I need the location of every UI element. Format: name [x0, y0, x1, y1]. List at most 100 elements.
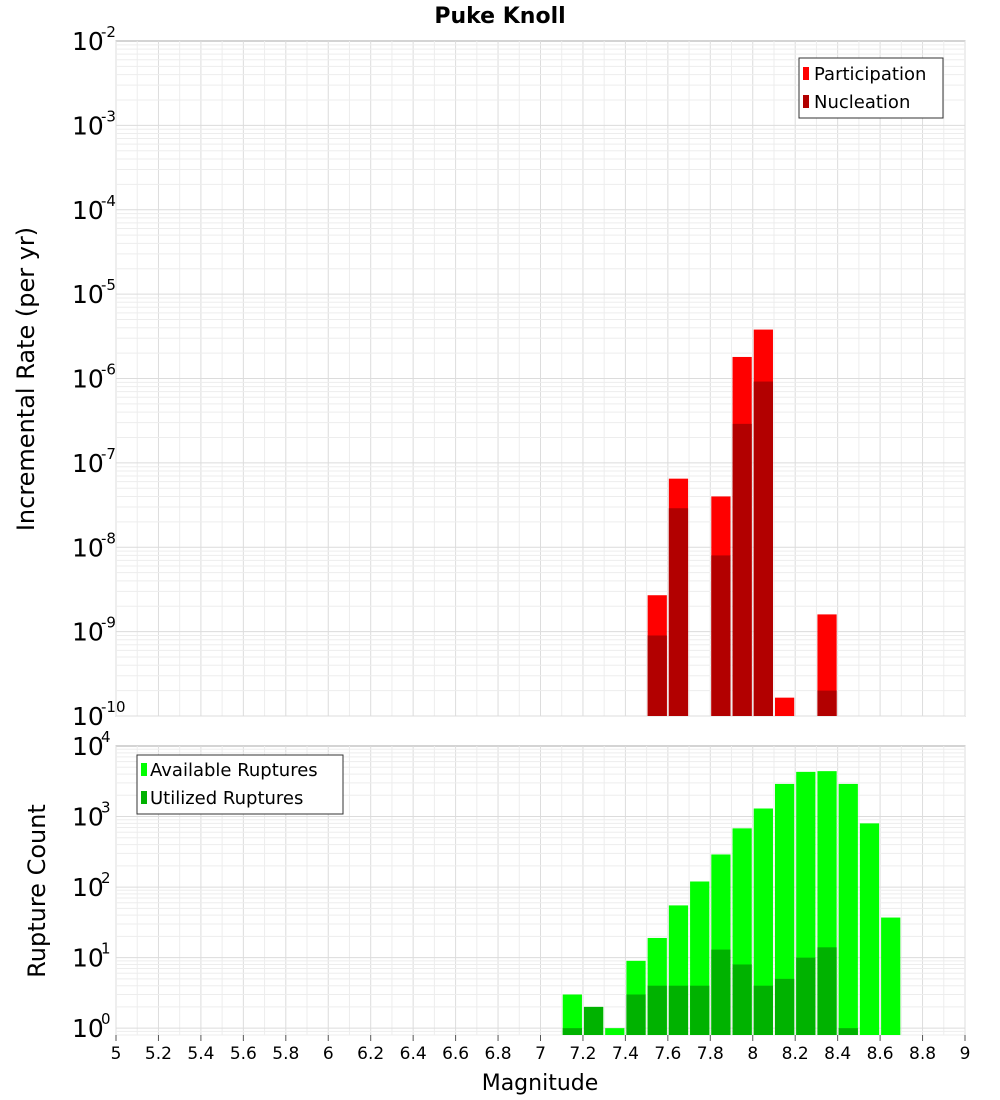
x-tick-label: 8.8: [909, 1044, 936, 1064]
count-y-tick-exponent: 2: [101, 869, 111, 887]
x-tick-label: 8.4: [824, 1044, 851, 1064]
count-utilized-ruptures-bar: [626, 994, 646, 1035]
x-tick-label: 8: [747, 1044, 758, 1064]
utilized-legend-swatch: [141, 791, 147, 804]
x-tick-label: 8.2: [782, 1044, 809, 1064]
count-available-ruptures-bar: [774, 783, 795, 1035]
count-bars: [562, 771, 901, 1035]
rate-y-tick-label: 10: [72, 533, 104, 562]
rate-y-tick-exponent: -8: [101, 529, 116, 547]
x-tick-label: 7.6: [654, 1044, 681, 1064]
count-available-ruptures-bar: [562, 994, 582, 1035]
x-tick-label: 8.6: [867, 1044, 894, 1064]
rate-panel: 10-210-310-410-510-610-710-810-910-10 In…: [12, 23, 966, 731]
x-tick-label: 5.6: [230, 1044, 257, 1064]
rate-bars: [647, 329, 837, 716]
x-tick-label: 5.4: [187, 1044, 214, 1064]
x-tick-label: 7: [535, 1044, 546, 1064]
count-utilized-ruptures-bar: [774, 978, 795, 1035]
count-y-tick-exponent: 1: [101, 940, 111, 958]
rate-y-tick-label: 10: [72, 365, 104, 394]
count-utilized-ruptures-bar: [838, 1028, 858, 1035]
x-tick-label: 6.6: [442, 1044, 469, 1064]
count-y-tick-label: 10: [72, 1014, 104, 1043]
rate-y-tick-exponent: -6: [101, 361, 116, 379]
rate-y-tick-exponent: -5: [101, 276, 116, 294]
count-available-ruptures-bar: [859, 823, 880, 1035]
rate-nucleation-bar: [753, 381, 773, 716]
x-tick-label: 7.4: [612, 1044, 639, 1064]
count-available-ruptures-bar: [881, 917, 901, 1035]
rate-participation-bar: [774, 697, 795, 716]
rate-y-tick-exponent: -7: [101, 445, 116, 463]
count-utilized-ruptures-bar: [583, 1006, 604, 1035]
rate-y-tick-exponent: -10: [101, 698, 126, 716]
rate-y-tick-label: 10: [72, 702, 104, 731]
count-y-tick-label: 10: [72, 944, 104, 973]
rate-y-tick-label: 10: [72, 449, 104, 478]
participation-legend-swatch: [803, 67, 809, 80]
rate-nucleation-bar: [668, 508, 689, 716]
count-available-ruptures-bar: [753, 808, 773, 1035]
x-tick-label: 5: [111, 1044, 122, 1064]
x-axis-label: Magnitude: [482, 1071, 599, 1096]
count-y-axis-label: Rupture Count: [23, 804, 51, 978]
rate-nucleation-bar: [647, 635, 667, 716]
chart-title: Puke Knoll: [434, 4, 565, 29]
available-legend-swatch: [141, 763, 147, 776]
utilized-legend-label: Utilized Ruptures: [150, 788, 303, 809]
count-legend: Available Ruptures Utilized Ruptures: [136, 754, 344, 815]
count-utilized-ruptures-bar: [753, 985, 773, 1035]
rate-grid: [115, 41, 966, 717]
rate-y-tick-label: 10: [72, 27, 104, 56]
available-legend-label: Available Ruptures: [150, 760, 318, 781]
nucleation-legend-label: Nucleation: [814, 92, 910, 113]
rate-y-tick-exponent: -9: [101, 614, 116, 632]
count-utilized-ruptures-bar: [647, 985, 667, 1035]
count-y-tick-exponent: 4: [101, 728, 111, 746]
count-utilized-ruptures-bar: [732, 964, 752, 1035]
x-tick-label: 6.2: [357, 1044, 384, 1064]
rate-y-tick-label: 10: [72, 196, 104, 225]
count-y-tick-label: 10: [72, 803, 104, 832]
rate-y-ticks: 10-210-310-410-510-610-710-810-910-10: [72, 23, 126, 731]
x-tick-label: 5.8: [272, 1044, 299, 1064]
count-utilized-ruptures-bar: [690, 985, 710, 1035]
rate-legend-box: [798, 57, 944, 119]
x-tick-label: 9: [960, 1044, 971, 1064]
rate-y-tick-exponent: -3: [101, 107, 116, 125]
rate-y-tick-exponent: -2: [101, 23, 116, 41]
rate-nucleation-bar: [732, 423, 752, 716]
rate-y-tick-label: 10: [72, 618, 104, 647]
count-y-tick-exponent: 3: [101, 799, 111, 817]
count-y-tick-label: 10: [72, 873, 104, 902]
count-utilized-ruptures-bar: [668, 985, 689, 1035]
rate-nucleation-bar: [711, 555, 731, 716]
count-grid: [115, 746, 966, 1036]
count-available-ruptures-bar: [605, 1028, 625, 1035]
rate-nucleation-bar: [817, 690, 837, 716]
rate-y-axis-label: Incremental Rate (per yr): [12, 227, 40, 531]
rate-y-tick-label: 10: [72, 111, 104, 140]
count-y-tick-exponent: 0: [101, 1010, 111, 1028]
rate-y-tick-exponent: -4: [101, 192, 116, 210]
count-available-ruptures-bar: [838, 783, 858, 1035]
rate-legend: Participation Nucleation: [798, 57, 944, 119]
x-tick-label: 6.8: [485, 1044, 512, 1064]
participation-legend-label: Participation: [814, 64, 926, 85]
rate-y-tick-label: 10: [72, 280, 104, 309]
x-tick-label: 6: [323, 1044, 334, 1064]
x-ticks: 5 5.2 5.4 5.6 5.8 6 6.2 6.4 6.6 6.8 7 7.2 7.4 7.6 7.8 8…: [111, 1035, 971, 1064]
count-utilized-ruptures-bar: [817, 947, 837, 1035]
x-tick-label: 7.8: [697, 1044, 724, 1064]
x-tick-label: 6.4: [400, 1044, 427, 1064]
nucleation-legend-swatch: [803, 95, 809, 108]
x-tick-label: 5.2: [145, 1044, 172, 1064]
count-utilized-ruptures-bar: [711, 949, 731, 1035]
x-tick-label: 7.2: [569, 1044, 596, 1064]
count-utilized-ruptures-bar: [796, 957, 816, 1035]
count-legend-box: [136, 754, 344, 815]
